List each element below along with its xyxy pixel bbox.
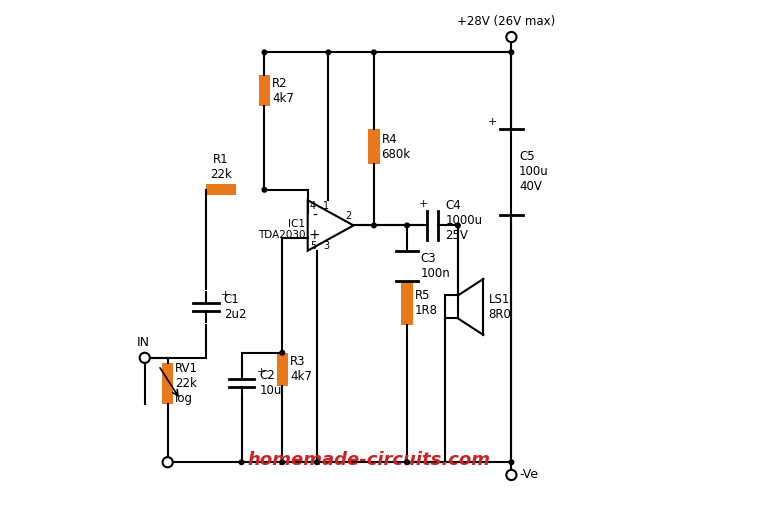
Text: +28V (26V max): +28V (26V max) — [457, 15, 556, 28]
Circle shape — [262, 50, 267, 55]
Text: +: + — [309, 228, 321, 242]
Text: 4: 4 — [310, 201, 316, 210]
Circle shape — [162, 457, 173, 467]
FancyBboxPatch shape — [162, 363, 174, 403]
Circle shape — [315, 460, 319, 464]
FancyBboxPatch shape — [277, 353, 288, 386]
Text: R2
4k7: R2 4k7 — [272, 76, 294, 104]
Circle shape — [262, 187, 267, 192]
Text: homemade-circuits.com: homemade-circuits.com — [247, 451, 490, 468]
Text: C2
10u: C2 10u — [259, 369, 282, 397]
Bar — [445, 295, 458, 318]
FancyBboxPatch shape — [206, 184, 236, 196]
Circle shape — [456, 223, 460, 228]
Circle shape — [371, 223, 376, 228]
Text: 1: 1 — [323, 201, 329, 210]
Text: +: + — [257, 367, 266, 377]
Circle shape — [509, 50, 514, 55]
Text: -Ve: -Ve — [519, 468, 538, 481]
Text: R3
4k7: R3 4k7 — [290, 355, 312, 383]
Text: C1
2u2: C1 2u2 — [224, 293, 246, 321]
Text: IN: IN — [137, 336, 150, 349]
Text: RV1
22k
log: RV1 22k log — [175, 362, 199, 405]
Circle shape — [240, 460, 244, 464]
Text: -: - — [312, 209, 317, 223]
Text: 5: 5 — [310, 241, 316, 251]
Circle shape — [326, 50, 330, 55]
Text: C5
100u
40V: C5 100u 40V — [519, 151, 549, 194]
Circle shape — [405, 460, 409, 464]
Text: C3
100n: C3 100n — [421, 252, 450, 280]
Text: 3: 3 — [323, 241, 329, 251]
FancyBboxPatch shape — [368, 129, 380, 164]
Text: +: + — [221, 290, 230, 301]
Circle shape — [509, 460, 514, 464]
Circle shape — [506, 32, 516, 42]
FancyBboxPatch shape — [258, 75, 270, 106]
Text: LS1
8R0: LS1 8R0 — [488, 293, 512, 321]
Circle shape — [139, 353, 150, 363]
Text: +: + — [418, 199, 428, 209]
FancyBboxPatch shape — [402, 282, 412, 325]
Text: R1
22k: R1 22k — [210, 153, 232, 181]
Circle shape — [371, 50, 376, 55]
Circle shape — [280, 350, 284, 355]
Circle shape — [405, 223, 409, 228]
Text: C4
1000u
25V: C4 1000u 25V — [445, 199, 482, 242]
Text: +: + — [487, 117, 497, 126]
Text: 2: 2 — [345, 211, 352, 221]
Circle shape — [506, 470, 516, 480]
Circle shape — [280, 460, 284, 464]
Text: R4
680k: R4 680k — [381, 133, 411, 161]
Text: R5
1R8: R5 1R8 — [415, 289, 437, 317]
Text: IC1
TDA2030: IC1 TDA2030 — [258, 219, 305, 240]
